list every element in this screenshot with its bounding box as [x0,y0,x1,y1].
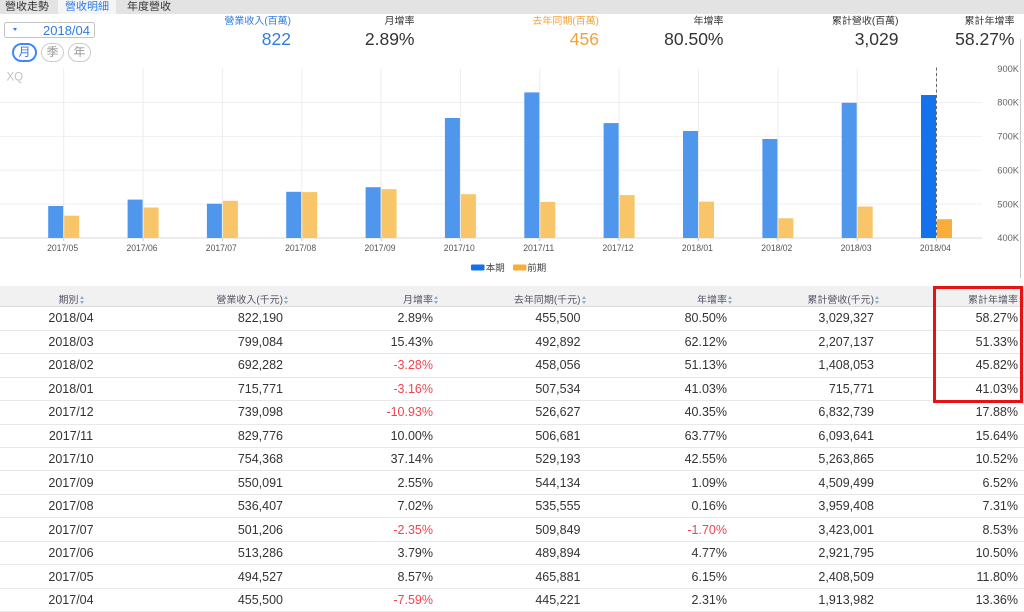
svg-text:400K: 400K [997,233,1020,243]
svg-text:500K: 500K [997,199,1020,209]
svg-text:2018/02: 2018/02 [761,243,792,254]
svg-text:2017/07: 2017/07 [206,243,237,254]
svg-text:2018/04: 2018/04 [920,243,951,254]
svg-text:900K: 900K [997,64,1020,74]
svg-text:XQ: XQ [7,72,24,84]
svg-text:600K: 600K [997,165,1020,175]
svg-text:700K: 700K [997,132,1020,142]
svg-text:2017/08: 2017/08 [285,243,316,254]
svg-text:本期: 本期 [486,263,505,274]
svg-text:2017/11: 2017/11 [523,243,554,254]
svg-text:2017/10: 2017/10 [444,243,475,254]
svg-text:2017/12: 2017/12 [603,243,634,254]
svg-text:2017/05: 2017/05 [47,243,78,254]
svg-text:前期: 前期 [527,262,546,274]
svg-text:2018/01: 2018/01 [682,243,713,254]
svg-text:2018/03: 2018/03 [841,243,872,254]
svg-text:800K: 800K [997,98,1020,108]
svg-text:2017/09: 2017/09 [365,243,396,254]
svg-text:2017/06: 2017/06 [127,243,158,254]
